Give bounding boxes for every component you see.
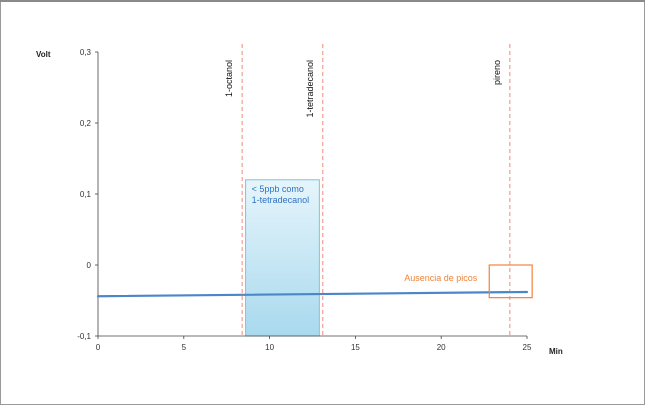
y-tick-label-4: 0,3: [80, 48, 92, 57]
x-tick-label-2: 10: [265, 343, 274, 352]
annotation-box-0: [488, 264, 533, 299]
x-tick-label-4: 20: [437, 343, 446, 352]
marker-label-1-tetradecanol: 1-tetradecanol: [305, 60, 315, 118]
series-layer: [96, 290, 529, 298]
series-line-0: [96, 290, 529, 298]
region-label-line-1: 1-tetradecanol: [252, 195, 310, 205]
marker-label-pireno: pireno: [492, 60, 502, 85]
labels-layer: 1-octanol 1-tetradecanol pireno: [224, 60, 502, 118]
y-tick-label-1: 0: [87, 261, 92, 270]
x-tick-label-1: 5: [182, 343, 187, 352]
axes-layer: -0,1 0 0,1 0,2 0,3 0 5 10 15 20 25 Volt Min: [36, 48, 563, 356]
region-label-line-0: < 5ppb como: [252, 184, 304, 194]
x-axis-title: Min: [549, 347, 563, 356]
x-tick-label-0: 0: [96, 343, 101, 352]
top-border: [0, 0, 645, 2]
y-tick-label-0: -0,1: [77, 332, 91, 341]
x-tick-label-3: 15: [351, 343, 360, 352]
y-tick-label-3: 0,2: [80, 119, 92, 128]
y-tick-label-2: 0,1: [80, 190, 92, 199]
y-axis-title: Volt: [36, 50, 51, 59]
shaded-region-0: [245, 179, 320, 337]
marker-label-1-octanol: 1-octanol: [224, 60, 234, 97]
annotations-layer: Ausencia de picos: [404, 264, 533, 299]
annotation-label-0: Ausencia de picos: [404, 273, 478, 283]
x-tick-label-5: 25: [523, 343, 532, 352]
